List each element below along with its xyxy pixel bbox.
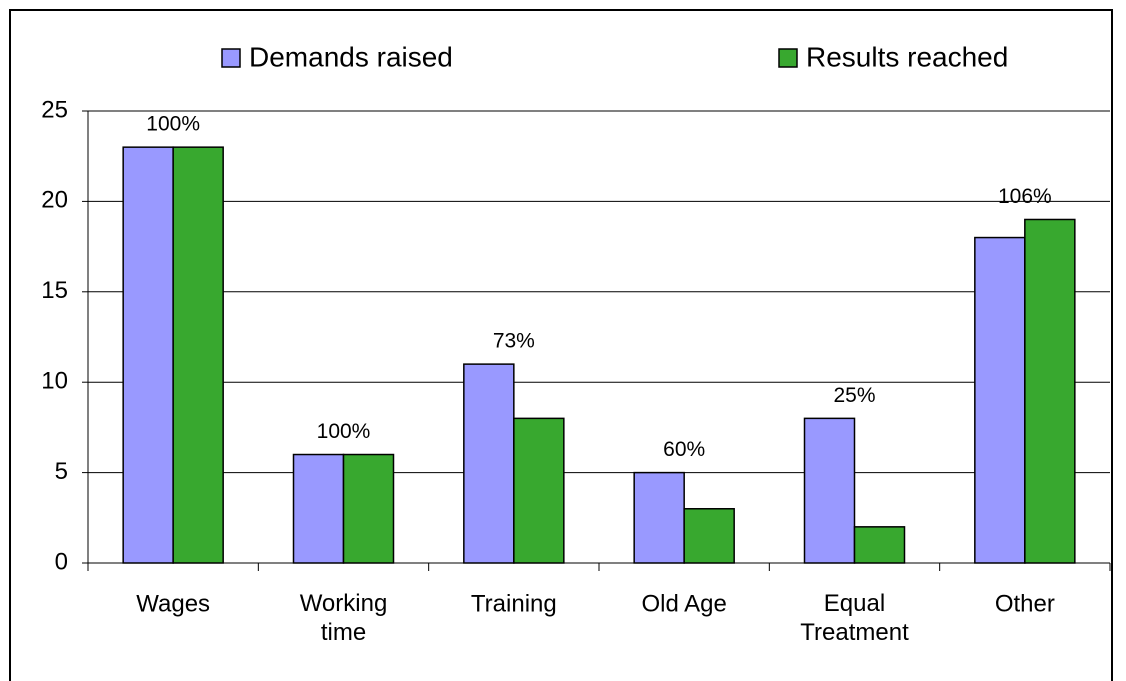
legend-label: Demands raised [249, 41, 453, 72]
x-tick-label: Training [471, 590, 557, 617]
annotation: 73% [493, 330, 535, 353]
annotation: 100% [146, 113, 200, 136]
y-tick-label: 25 [41, 96, 68, 123]
annotation: 106% [998, 185, 1052, 208]
x-tick-label: Equal Treatment [800, 590, 909, 646]
chart-border [9, 9, 1113, 681]
bar [513, 417, 565, 564]
bar [633, 471, 685, 564]
annotation: 100% [317, 420, 371, 443]
legend-swatch [221, 48, 241, 68]
x-tick-label: Old Age [641, 590, 726, 617]
x-tick-label: Working time [300, 590, 388, 646]
bar [292, 453, 345, 564]
bar [342, 453, 395, 564]
bar [974, 236, 1026, 564]
y-tick-label: 5 [55, 458, 68, 485]
annotation: 60% [663, 438, 705, 461]
y-tick-label: 20 [41, 187, 68, 214]
bar [172, 146, 224, 564]
x-tick-label: Wages [136, 590, 210, 617]
y-tick-label: 10 [41, 368, 68, 395]
bar [1024, 218, 1076, 564]
y-tick-label: 15 [41, 277, 68, 304]
bar [853, 526, 906, 564]
bar [803, 417, 856, 564]
bar [683, 508, 735, 564]
y-tick-label: 0 [55, 548, 68, 575]
legend-label: Results reached [806, 41, 1008, 72]
bar [463, 363, 515, 564]
annotation: 25% [833, 384, 875, 407]
x-tick-label: Other [995, 590, 1055, 617]
bar [122, 146, 174, 564]
legend-swatch [778, 48, 798, 68]
